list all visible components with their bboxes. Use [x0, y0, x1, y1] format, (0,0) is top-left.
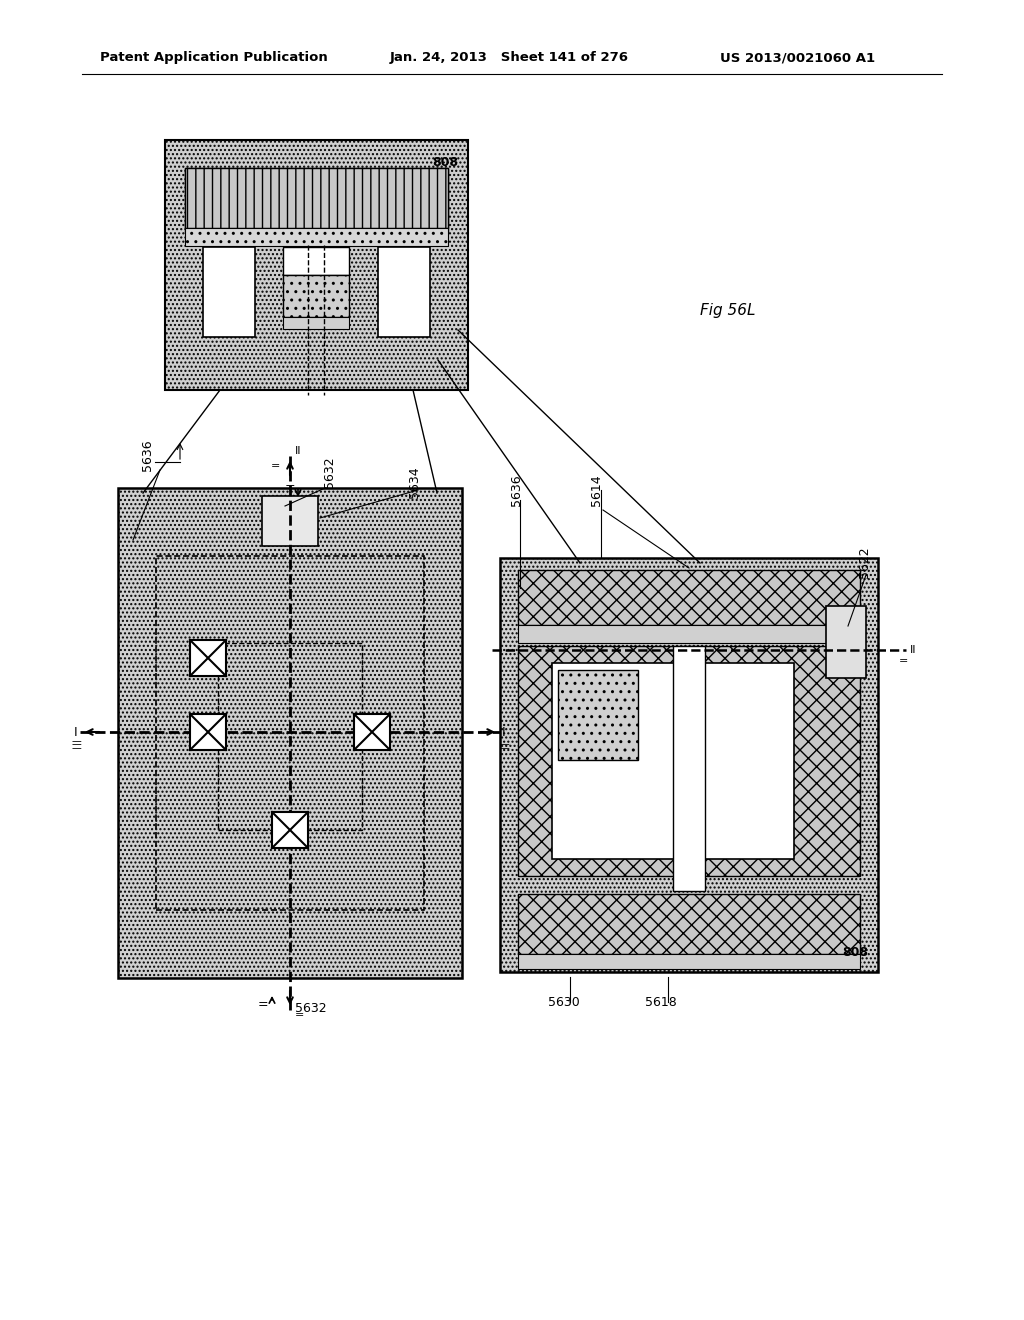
Text: I: I: [502, 726, 506, 738]
Bar: [826, 606, 866, 678]
Bar: [552, 663, 794, 859]
Text: 808: 808: [432, 156, 458, 169]
Text: —: —: [499, 743, 509, 752]
Bar: [165, 140, 468, 389]
Text: —: —: [71, 743, 81, 752]
Text: 5630: 5630: [548, 995, 580, 1008]
Text: US 2013/0021060 A1: US 2013/0021060 A1: [720, 51, 876, 65]
Text: —: —: [499, 739, 509, 748]
Bar: [118, 488, 462, 978]
Bar: [156, 556, 424, 909]
Bar: [558, 671, 638, 760]
Bar: [185, 168, 449, 228]
Bar: [218, 643, 362, 830]
Bar: [262, 496, 318, 546]
Bar: [378, 247, 430, 337]
Text: 5636: 5636: [510, 474, 523, 506]
Bar: [518, 954, 860, 969]
Text: 5622: 5622: [858, 546, 871, 578]
Bar: [185, 168, 449, 234]
Text: 5636: 5636: [140, 440, 154, 471]
Bar: [190, 714, 226, 750]
Text: —: —: [71, 739, 81, 748]
Bar: [354, 714, 390, 750]
Text: 5632: 5632: [295, 1002, 327, 1015]
Bar: [272, 812, 308, 847]
Text: 5614: 5614: [590, 474, 603, 506]
Text: Fig 56L: Fig 56L: [700, 302, 756, 318]
Text: Jan. 24, 2013   Sheet 141 of 276: Jan. 24, 2013 Sheet 141 of 276: [390, 51, 629, 65]
Bar: [518, 894, 860, 954]
Bar: [518, 570, 860, 624]
Bar: [518, 624, 860, 643]
Text: Patent Application Publication: Patent Application Publication: [100, 51, 328, 65]
Bar: [190, 640, 226, 676]
Text: I: I: [74, 726, 78, 738]
Bar: [185, 228, 449, 246]
Text: =: =: [899, 656, 908, 667]
Text: =: =: [257, 998, 268, 1011]
Text: —: —: [71, 737, 81, 746]
Text: 808: 808: [842, 945, 868, 958]
Bar: [673, 645, 705, 891]
Text: 5632: 5632: [323, 457, 336, 488]
Text: =: =: [270, 461, 280, 471]
Text: II: II: [910, 645, 916, 655]
Bar: [283, 317, 349, 329]
Text: =: =: [285, 482, 295, 495]
Bar: [283, 247, 349, 275]
Bar: [283, 275, 349, 317]
Text: II: II: [295, 446, 301, 455]
Text: =: =: [295, 1010, 304, 1020]
Bar: [203, 247, 255, 337]
Text: 5634: 5634: [408, 466, 421, 498]
Text: 5618: 5618: [645, 995, 677, 1008]
Bar: [518, 645, 860, 876]
Bar: [500, 558, 878, 972]
